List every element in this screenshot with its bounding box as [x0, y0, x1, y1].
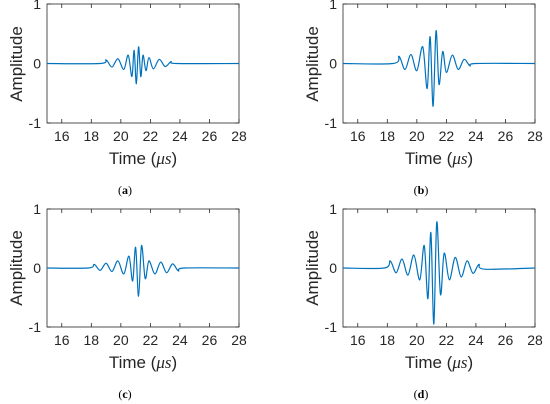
x-tick-label: 26 [202, 332, 218, 348]
y-tick-label: 0 [329, 56, 337, 72]
x-tick-label: 22 [143, 332, 159, 348]
y-tick-label: -1 [325, 319, 338, 335]
x-tick-label: 16 [350, 332, 366, 348]
panel-d: 16 18 20 22 24 26 28 -1 0 1 Amplitude Time (μs) (… [303, 201, 543, 401]
x-axis-label: Time (μs) [109, 149, 177, 168]
x-axis-label: Time (μs) [405, 353, 473, 372]
waveform-line [46, 244, 240, 297]
x-tick-label: 18 [380, 128, 396, 144]
ticks: 16 18 20 22 24 26 28 -1 0 1 [325, 0, 543, 144]
x-tick-label: 28 [527, 332, 543, 348]
x-axis-label: Time (μs) [405, 149, 473, 168]
x-tick-label: 28 [231, 332, 247, 348]
x-tick-label: 28 [527, 128, 543, 144]
waveform-line [342, 30, 536, 107]
y-tick-label: -1 [29, 319, 42, 335]
x-tick-label: 26 [202, 128, 218, 144]
y-tick-label: 1 [329, 201, 337, 217]
panel-label: (d) [414, 387, 429, 401]
x-tick-label: 22 [143, 128, 159, 144]
x-tick-label: 20 [113, 128, 129, 144]
x-tick-label: 18 [84, 332, 100, 348]
x-tick-label: 28 [231, 128, 247, 144]
x-tick-label: 22 [439, 332, 455, 348]
ticks: 16 18 20 22 24 26 28 -1 0 1 [29, 0, 247, 144]
y-tick-label: -1 [29, 115, 42, 131]
x-tick-label: 16 [54, 128, 70, 144]
x-tick-label: 26 [498, 128, 514, 144]
x-tick-label: 16 [350, 128, 366, 144]
y-tick-label: 0 [33, 56, 41, 72]
y-axis-label: Amplitude [303, 26, 322, 102]
panel-label: (b) [414, 183, 429, 197]
y-tick-label: -1 [325, 115, 338, 131]
waveform-line [342, 221, 536, 325]
x-tick-label: 20 [409, 128, 425, 144]
y-tick-label: 1 [33, 0, 41, 12]
panel-c: 16 18 20 22 24 26 28 -1 0 1 Amplitude Time (μs) (… [7, 201, 247, 401]
y-tick-label: 1 [329, 0, 337, 12]
x-tick-label: 26 [498, 332, 514, 348]
ticks: 16 18 20 22 24 26 28 -1 0 1 [29, 201, 247, 348]
x-axis-label: Time (μs) [109, 353, 177, 372]
x-tick-label: 18 [380, 332, 396, 348]
x-tick-label: 20 [409, 332, 425, 348]
waveform-line [46, 46, 240, 85]
x-tick-label: 22 [439, 128, 455, 144]
panel-b: 16 18 20 22 24 26 28 -1 0 1 Amplitude Time (μs) (… [303, 0, 543, 197]
x-tick-label: 24 [468, 332, 484, 348]
panel-label: (c) [118, 387, 131, 401]
panel-label: (a) [118, 183, 132, 197]
y-axis-label: Amplitude [303, 230, 322, 306]
x-tick-label: 24 [172, 128, 188, 144]
y-axis-label: Amplitude [7, 230, 26, 306]
ticks: 16 18 20 22 24 26 28 -1 0 1 [325, 201, 543, 348]
y-tick-label: 0 [329, 260, 337, 276]
y-axis-label: Amplitude [7, 26, 26, 102]
y-tick-label: 1 [33, 201, 41, 217]
x-tick-label: 20 [113, 332, 129, 348]
y-tick-label: 0 [33, 260, 41, 276]
x-tick-label: 16 [54, 332, 70, 348]
x-tick-label: 24 [468, 128, 484, 144]
x-tick-label: 18 [84, 128, 100, 144]
x-tick-label: 24 [172, 332, 188, 348]
panel-a: 16 18 20 22 24 26 28 -1 0 1 Amplitude Time (μs) (… [7, 0, 247, 197]
